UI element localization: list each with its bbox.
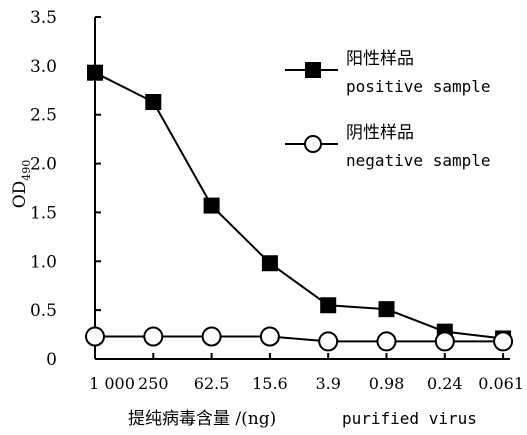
data-point bbox=[493, 331, 514, 352]
series-line bbox=[94, 71, 504, 340]
y-axis-label-main: OD bbox=[10, 181, 30, 209]
x-axis-label-cn: 提纯病毒含量 /(ng) bbox=[128, 409, 276, 429]
data-point bbox=[318, 331, 339, 352]
x-tick-label: 3.9 bbox=[315, 374, 340, 393]
y-tick-label: 1.0 bbox=[30, 252, 57, 272]
x-ticks: 1 000 250 62.5 15.6 3.9 0.98 0.24 0.061 bbox=[89, 353, 524, 393]
x-tick-label: 0.061 bbox=[478, 374, 524, 393]
series-negative bbox=[85, 326, 514, 352]
y-tick-label: 2.0 bbox=[30, 155, 57, 175]
y-tick-label: 1.5 bbox=[30, 203, 57, 223]
data-point bbox=[143, 326, 164, 347]
data-point bbox=[85, 326, 105, 347]
y-ticks: 0 0.5 1.0 1.5 2.0 2.5 3.0 3.5 bbox=[30, 8, 101, 370]
data-point bbox=[259, 326, 280, 347]
legend-label-positive-en: positive sample bbox=[346, 77, 491, 96]
series-layer bbox=[85, 64, 514, 352]
axes bbox=[94, 17, 510, 360]
x-tick-label: 15.6 bbox=[252, 374, 288, 393]
data-point bbox=[376, 331, 397, 352]
series-positive bbox=[87, 64, 512, 347]
x-tick-label: 62.5 bbox=[194, 374, 230, 393]
legend-item-negative: 阴性样品 negative sample bbox=[285, 123, 491, 170]
data-point bbox=[145, 94, 162, 111]
data-point bbox=[87, 64, 103, 81]
legend-label-positive-cn: 阳性样品 bbox=[346, 49, 414, 69]
y-tick-label: 3.0 bbox=[30, 57, 57, 77]
data-point bbox=[434, 331, 455, 352]
legend-item-positive: 阳性样品 positive sample bbox=[285, 49, 491, 96]
y-tick-label: 0.5 bbox=[30, 301, 57, 321]
legend: 阳性样品 positive sample 阴性样品 negative sampl… bbox=[285, 49, 491, 170]
y-tick-label: 3.5 bbox=[30, 8, 57, 28]
x-tick-label: 1 000 bbox=[89, 374, 135, 393]
legend-marker-positive bbox=[305, 62, 321, 78]
x-tick-label: 0.24 bbox=[427, 374, 463, 393]
legend-label-negative-en: negative sample bbox=[346, 151, 491, 170]
y-tick-label: 0 bbox=[46, 350, 57, 370]
data-point bbox=[203, 197, 220, 214]
legend-label-negative-cn: 阴性样品 bbox=[346, 123, 414, 143]
y-tick-label: 2.5 bbox=[30, 106, 57, 126]
y-axis-label: OD490 bbox=[10, 160, 33, 209]
data-point bbox=[320, 297, 337, 314]
data-point bbox=[261, 255, 278, 272]
x-tick-label: 0.98 bbox=[369, 374, 405, 393]
x-axis-label-en: purified virus bbox=[342, 409, 477, 428]
y-axis-label-sub: 490 bbox=[20, 160, 33, 181]
x-tick-label: 250 bbox=[138, 374, 169, 393]
legend-marker-negative bbox=[304, 135, 322, 153]
data-point bbox=[378, 301, 395, 318]
data-point bbox=[201, 326, 222, 347]
